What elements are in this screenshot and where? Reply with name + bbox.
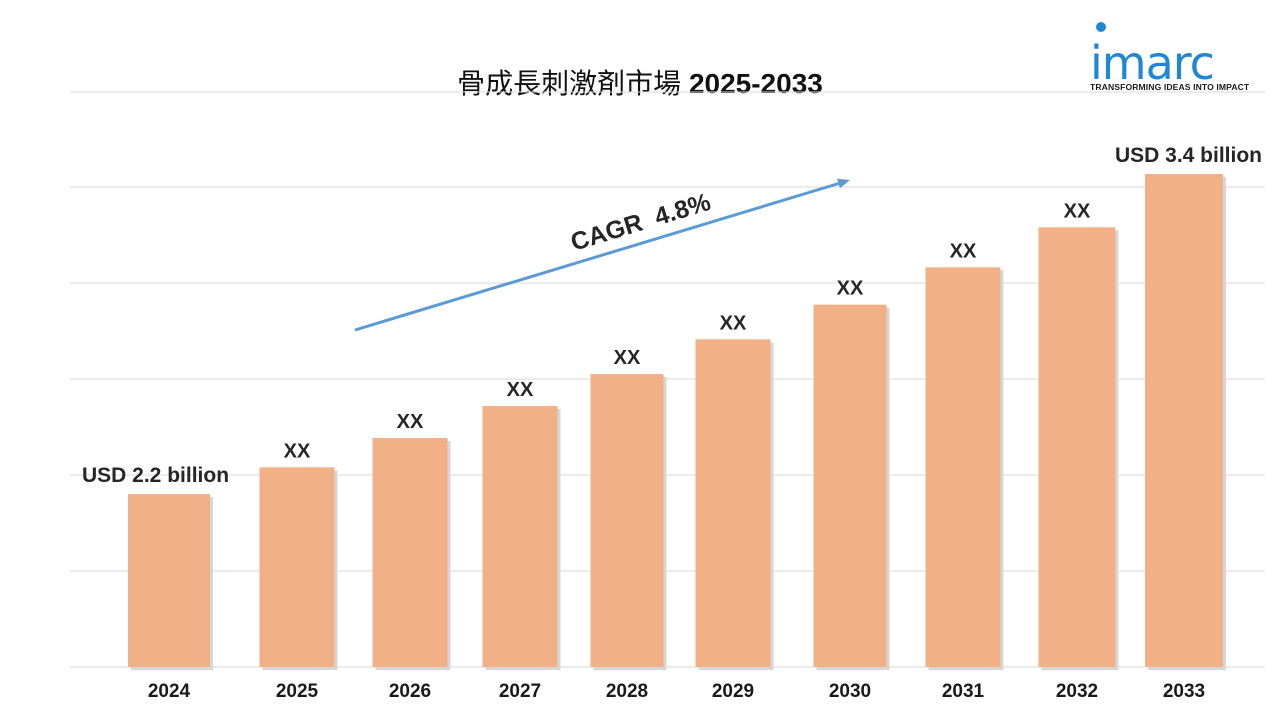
logo-wordmark: imarc — [1090, 36, 1215, 90]
logo-tagline: TRANSFORMING IDEAS INTO IMPACT — [1090, 82, 1250, 92]
bar-2031 — [925, 267, 1001, 667]
bar-2028 — [590, 374, 664, 667]
x-tick-label-2031: 2031 — [942, 681, 985, 702]
chart-title-text: 骨成長刺激剤市場 — [457, 67, 682, 100]
data-label-2029: XX — [720, 312, 747, 334]
data-label-2026: XX — [397, 411, 424, 433]
x-tick-label-2024: 2024 — [148, 681, 191, 702]
data-label-2025: XX — [284, 440, 311, 462]
data-label-2027: XX — [507, 379, 534, 401]
x-tick-label-2029: 2029 — [712, 681, 754, 702]
data-label-2032: XX — [1064, 200, 1091, 222]
data-label-2030: XX — [837, 278, 864, 300]
x-tick-label-2033: 2033 — [1163, 681, 1205, 702]
bar-2030 — [813, 304, 887, 667]
data-label-2031: XX — [950, 240, 977, 262]
imarc-logo: imarc TRANSFORMING IDEAS INTO IMPACT — [1090, 18, 1265, 98]
chart-title: 骨成長刺激剤市場 2025-2033 — [0, 62, 1280, 102]
x-tick-label-2027: 2027 — [499, 681, 541, 702]
bar-2026 — [372, 438, 448, 667]
x-tick-label-2025: 2025 — [276, 681, 319, 702]
x-tick-label-2030: 2030 — [829, 681, 871, 702]
cagr-label: CAGR 4.8% — [567, 188, 713, 257]
cagr-arrow-line — [354, 181, 843, 332]
x-tick-label-2032: 2032 — [1056, 681, 1098, 702]
bar-2025 — [259, 467, 335, 667]
bar-2032 — [1038, 227, 1116, 668]
cagr-arrowhead-icon — [837, 178, 850, 189]
data-label-2028: XX — [614, 347, 641, 369]
logo-dot-icon — [1096, 22, 1106, 32]
bar-2029 — [695, 339, 771, 667]
chart-title-years: 2025-2033 — [688, 68, 823, 99]
data-label-2033: USD 3.4 billion — [1115, 144, 1262, 167]
bar-2024 — [128, 494, 210, 667]
x-tick-label-2028: 2028 — [606, 681, 648, 702]
bar-2033 — [1145, 174, 1223, 667]
x-tick-label-2026: 2026 — [389, 681, 431, 702]
data-label-2024: USD 2.2 billion — [82, 464, 229, 487]
bar-2027 — [482, 406, 558, 667]
